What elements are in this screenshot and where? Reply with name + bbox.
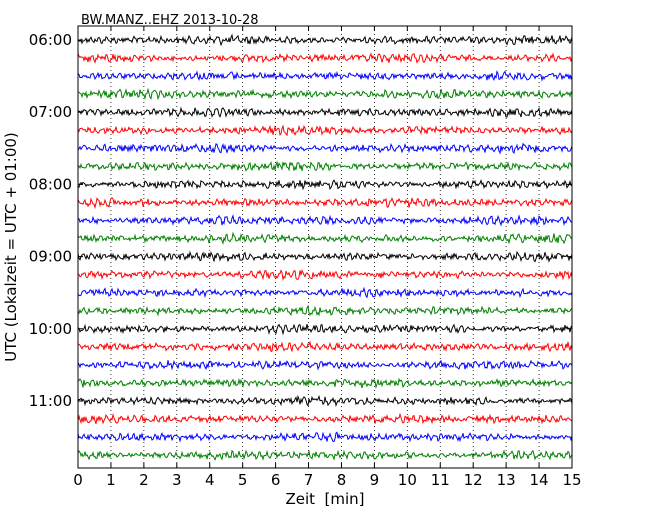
x-tick-label: 1	[106, 471, 116, 489]
x-tick-label: 14	[530, 471, 549, 489]
seismic-trace	[77, 377, 573, 390]
grid-lines	[110, 26, 540, 468]
x-tick-label: 0	[73, 471, 83, 489]
y-tick-label: 09:00	[29, 248, 72, 266]
x-tick-label: 7	[304, 471, 314, 489]
seismic-trace	[77, 359, 573, 371]
x-tick-label: 6	[271, 471, 281, 489]
y-tick-label: 07:00	[29, 103, 72, 121]
seismic-trace	[77, 431, 573, 443]
y-tick-label: 11:00	[29, 392, 72, 410]
seismic-trace	[77, 52, 573, 64]
seismic-trace	[78, 214, 573, 227]
y-axis-label: UTC (Lokalzeit = UTC + 01:00)	[2, 132, 20, 362]
x-tick-label: 5	[238, 471, 248, 489]
plot-frame	[77, 25, 573, 469]
y-tick-label: 10:00	[29, 320, 72, 338]
chart-title: BW.MANZ..EHZ 2013-10-28	[81, 13, 259, 28]
seismic-trace	[77, 412, 573, 425]
x-tick-label: 10	[398, 471, 417, 489]
seismic-trace	[77, 106, 573, 118]
seismic-trace	[77, 70, 573, 82]
seismic-trace	[77, 304, 573, 317]
x-tick-label: 11	[431, 471, 450, 489]
x-tick-label: 13	[497, 471, 516, 489]
y-axis-ticks: 06:00 07:00 08:00 09:00 10:00 11:00	[29, 31, 572, 410]
seismic-trace	[77, 250, 573, 263]
x-tick-label: 3	[172, 471, 182, 489]
seismic-trace	[77, 394, 573, 408]
x-axis-ticks: 0 1 2 3 4 5 6 7 8 9 10 11 12 13 14 15	[73, 26, 582, 489]
x-tick-label: 8	[337, 471, 347, 489]
y-tick-label: 08:00	[29, 175, 72, 193]
x-tick-label: 4	[205, 471, 215, 489]
x-tick-label: 12	[464, 471, 483, 489]
y-tick-label: 06:00	[29, 31, 72, 49]
x-tick-label: 2	[139, 471, 149, 489]
x-axis-label: Zeit [min]	[285, 490, 364, 508]
seismic-trace	[77, 449, 573, 461]
x-tick-label: 9	[370, 471, 380, 489]
seismic-trace	[77, 323, 573, 336]
seismic-trace	[77, 197, 573, 210]
seismic-trace	[77, 286, 573, 299]
seismic-trace	[78, 87, 573, 101]
seismic-trace	[77, 33, 573, 47]
seismic-trace	[77, 178, 573, 191]
x-tick-label: 15	[562, 471, 581, 489]
seismic-trace	[77, 124, 573, 137]
seismic-trace	[77, 231, 573, 245]
seismic-trace	[77, 268, 573, 282]
seismic-traces	[77, 33, 573, 461]
seismic-trace	[77, 160, 573, 172]
seismic-trace	[77, 340, 573, 353]
seismic-trace	[77, 142, 573, 155]
